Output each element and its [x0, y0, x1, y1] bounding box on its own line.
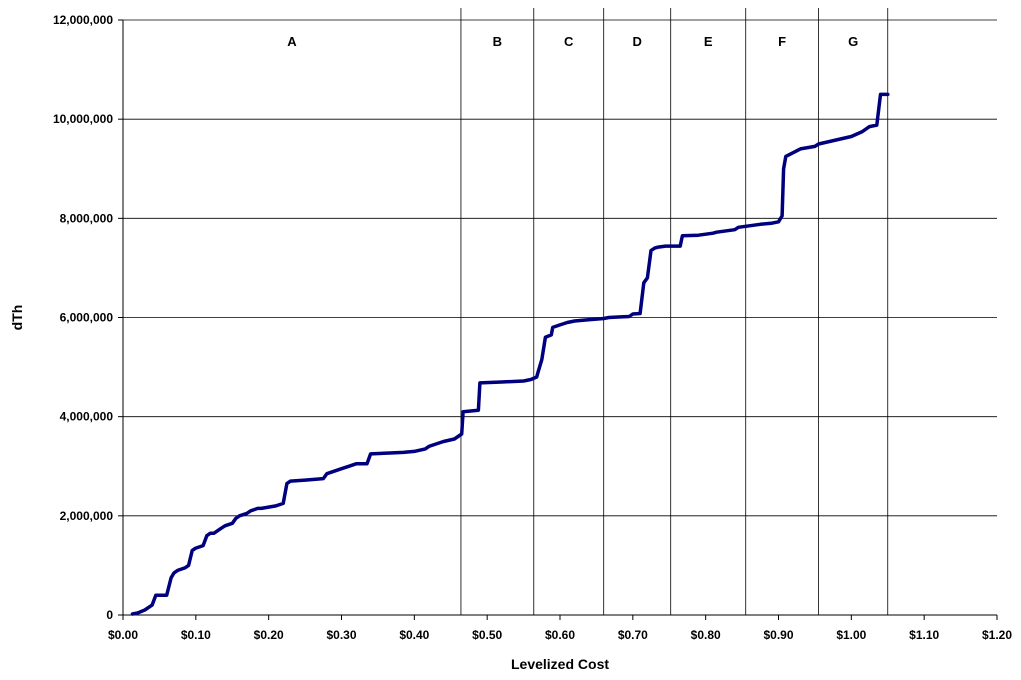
band-dividers: [460, 8, 889, 615]
x-tick-label: $1.10: [909, 628, 939, 642]
x-tick-label: $0.80: [691, 628, 721, 642]
y-tick-label: 2,000,000: [60, 509, 114, 523]
band-label-a: A: [287, 34, 297, 49]
x-tick-label: $0.60: [545, 628, 575, 642]
gridlines: [123, 19, 997, 517]
y-tick-label: 4,000,000: [60, 410, 114, 424]
y-tick-label: 12,000,000: [53, 13, 113, 27]
band-label-b: B: [493, 34, 502, 49]
y-axis-title: dTh: [9, 305, 25, 331]
band-label-d: D: [633, 34, 642, 49]
x-tick-label: $0.30: [326, 628, 356, 642]
x-tick-label: $0.20: [254, 628, 284, 642]
labels: 0 2,000,000 4,000,000 6,000,000 8,000,000 10,…: [53, 13, 1012, 642]
x-axis-title: Levelized Cost: [511, 656, 609, 672]
series-line: [130, 92, 890, 616]
x-tick-label: $0.70: [618, 628, 648, 642]
x-tick-label: $0.50: [472, 628, 502, 642]
x-tick-label: $0.90: [763, 628, 793, 642]
band-label-c: C: [564, 34, 574, 49]
x-tick-label: $1.20: [982, 628, 1012, 642]
x-tick-label: $0.40: [399, 628, 429, 642]
y-tick-label: 6,000,000: [60, 311, 114, 325]
axes: [118, 19, 998, 620]
x-tick-label: $0.00: [108, 628, 138, 642]
x-tick-label: $0.10: [181, 628, 211, 642]
y-tick-label: 0: [106, 608, 113, 622]
y-tick-label: 10,000,000: [53, 112, 113, 126]
band-label-f: F: [778, 34, 786, 49]
series-layer: [130, 92, 890, 616]
band-label-g: G: [848, 34, 858, 49]
band-label-e: E: [704, 34, 713, 49]
x-tick-label: $1.00: [836, 628, 866, 642]
y-tick-label: 8,000,000: [60, 211, 114, 225]
